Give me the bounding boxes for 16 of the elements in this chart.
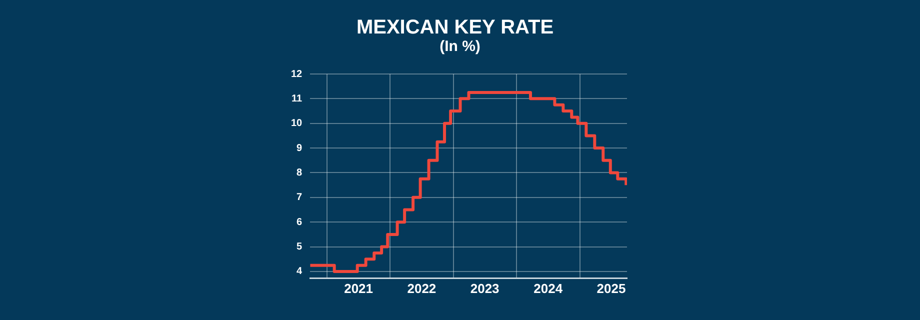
x-tick-label: 2022	[407, 280, 436, 296]
x-tick-label: 2021	[344, 280, 374, 296]
chart-title: MEXICAN KEY RATE	[356, 16, 554, 39]
y-tick-label: 10	[291, 118, 303, 130]
y-tick-label: 6	[296, 216, 303, 228]
y-tick-label: 12	[291, 68, 303, 80]
y-tick-label: 7	[296, 192, 303, 204]
x-tick-label: 2025	[596, 280, 626, 296]
y-tick-label: 5	[296, 242, 303, 253]
y-tick-label: 9	[296, 142, 303, 154]
chart-subtitle: (In %)	[440, 38, 480, 56]
x-tick-label: 2023	[470, 280, 500, 296]
y-tick-label: 4	[296, 266, 303, 278]
x-tick-label: 2024	[534, 280, 564, 296]
y-tick-label: 8	[296, 167, 303, 178]
y-tick-label: 11	[292, 93, 303, 104]
